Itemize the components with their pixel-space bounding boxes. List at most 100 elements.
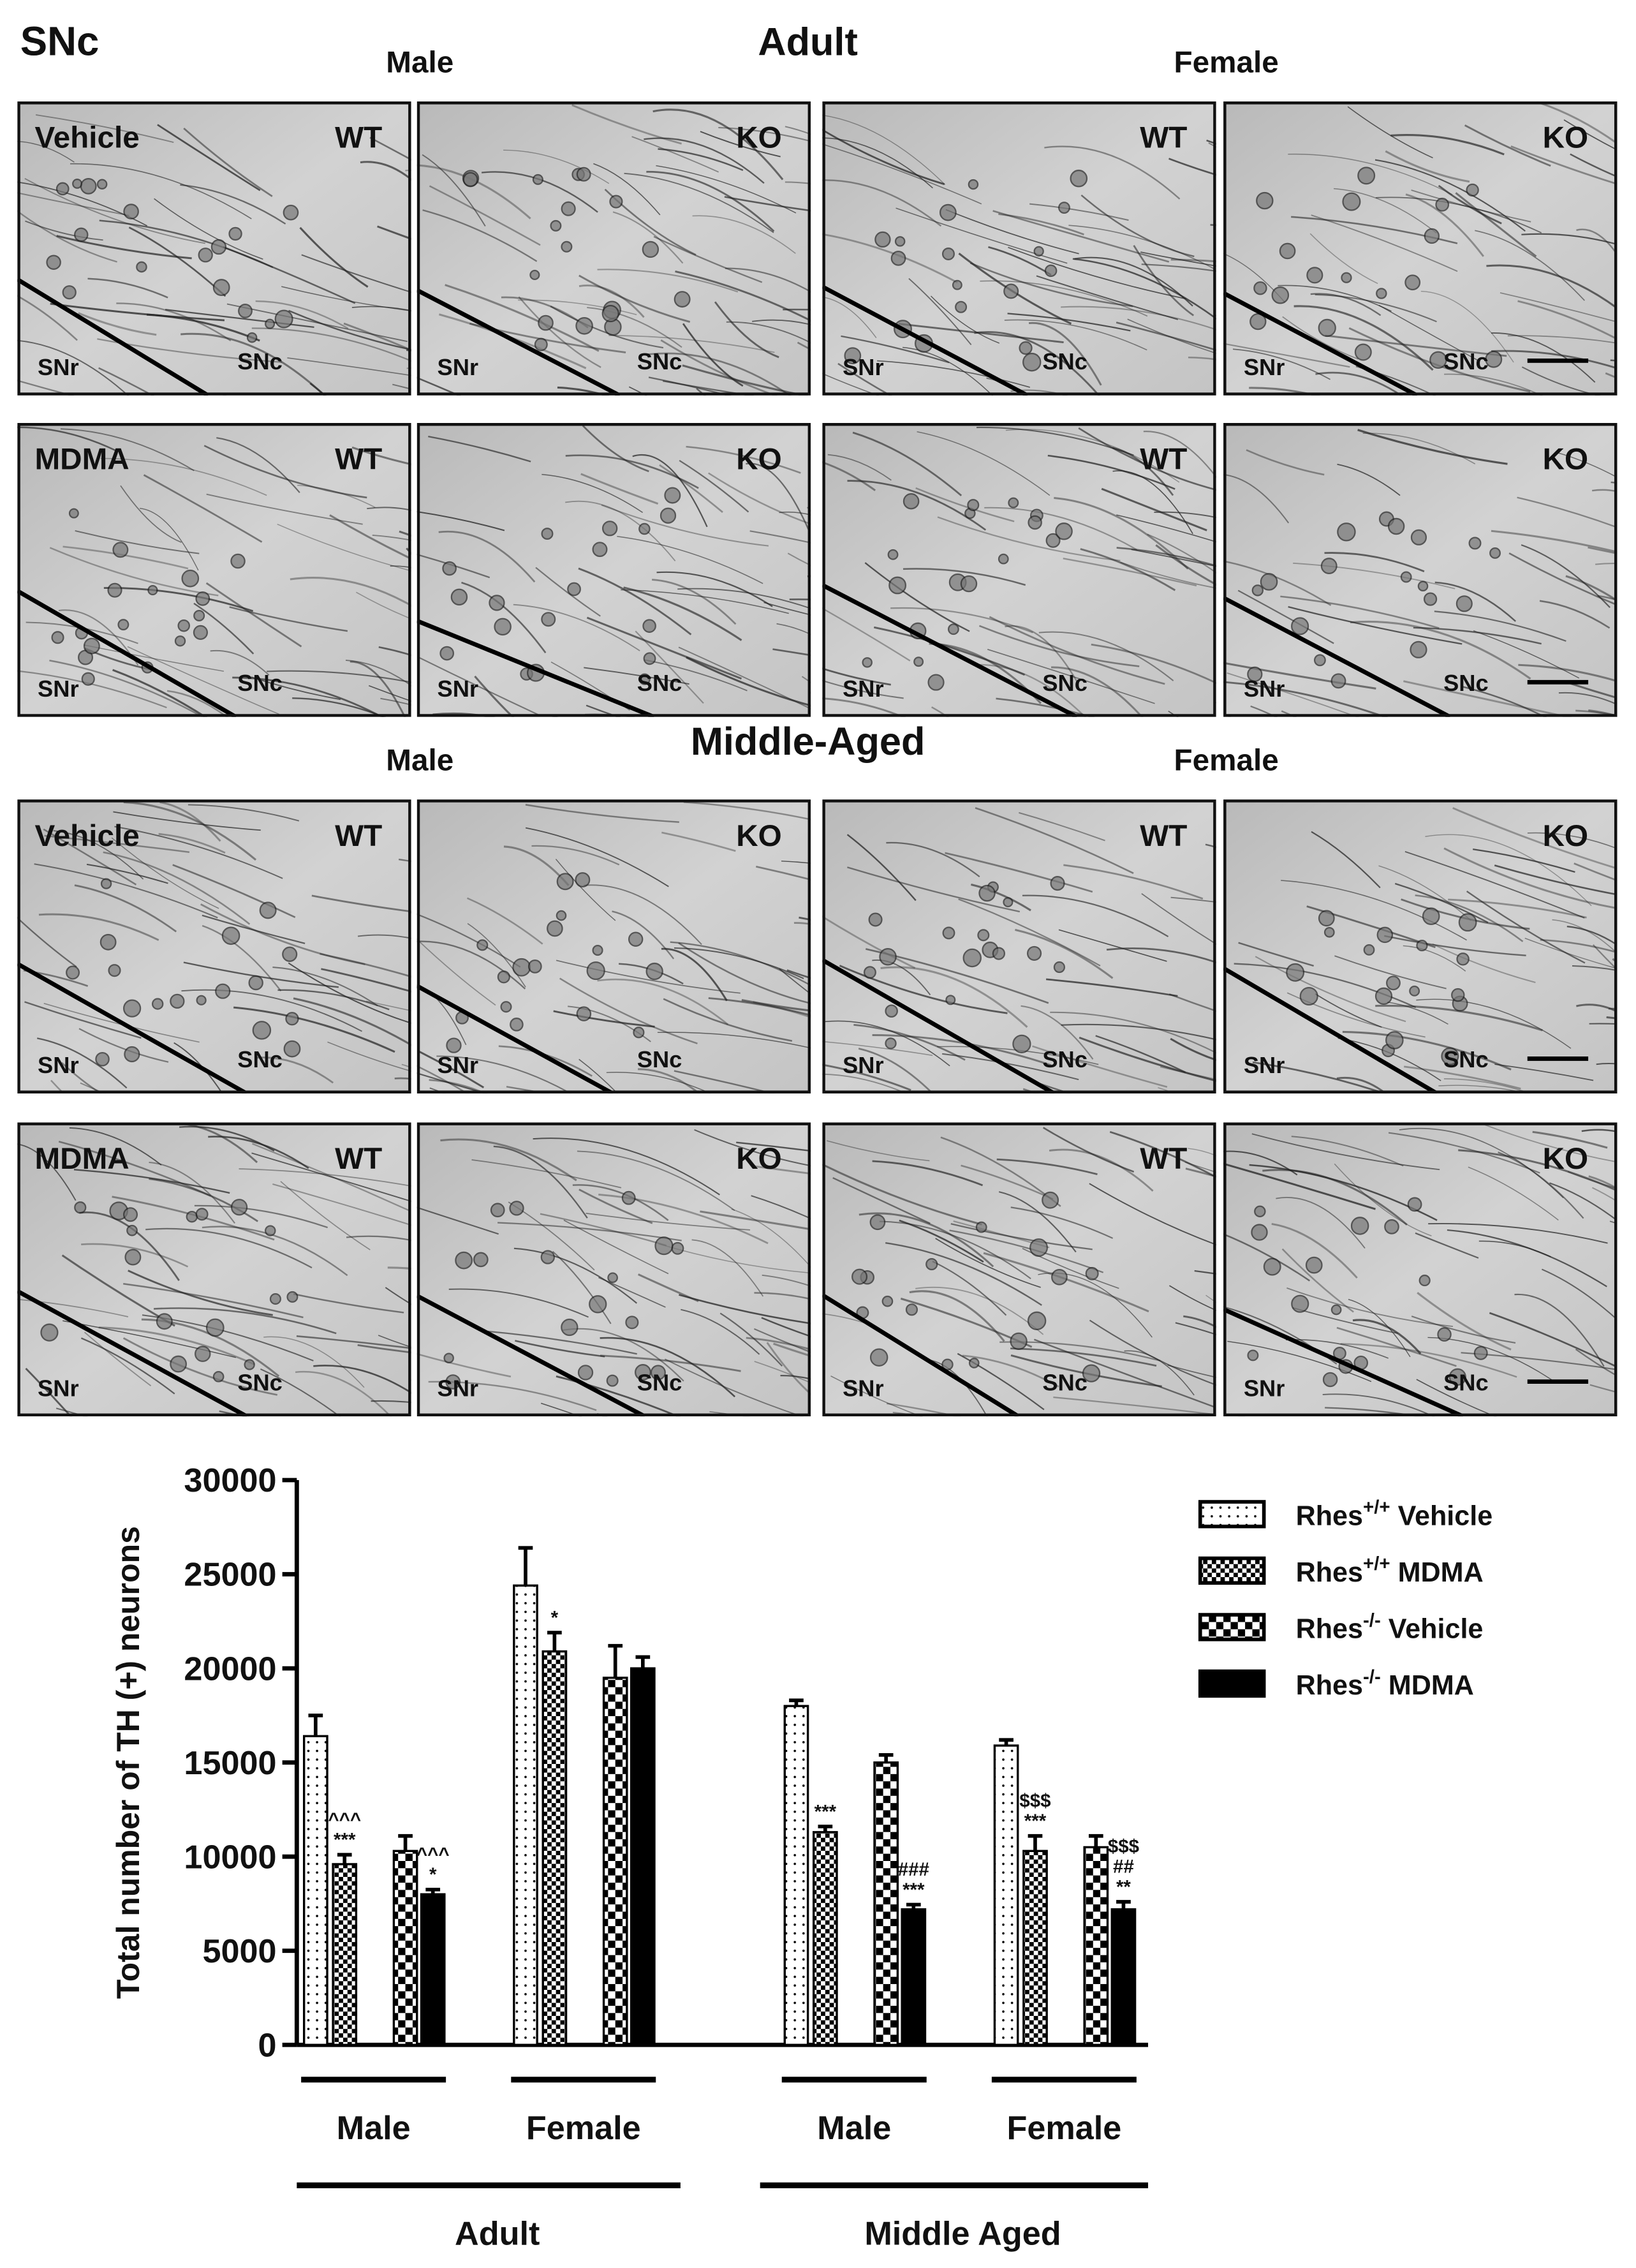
fiber <box>1491 332 1596 383</box>
micrograph <box>17 799 411 1093</box>
panel-border <box>822 1122 1216 1417</box>
fiber <box>1558 692 1618 706</box>
fiber <box>1251 1133 1440 1171</box>
error-bar <box>635 1655 651 1669</box>
cell <box>186 1210 198 1223</box>
fiber <box>661 947 728 1002</box>
cell <box>1271 286 1290 304</box>
fiber <box>103 851 251 925</box>
fiber <box>658 148 744 172</box>
fiber <box>1004 319 1147 351</box>
fiber <box>1517 300 1618 341</box>
fiber <box>678 646 811 710</box>
cell <box>112 542 129 558</box>
fiber <box>858 1048 934 1093</box>
cell <box>1410 529 1427 545</box>
fiber <box>154 1307 337 1335</box>
fiber <box>1063 558 1197 587</box>
fiber <box>1394 882 1489 924</box>
fiber <box>533 1138 720 1196</box>
fiber <box>290 577 411 607</box>
region-label: SNr <box>1244 1052 1285 1078</box>
fiber <box>345 659 411 686</box>
cell <box>576 1006 592 1021</box>
fiber <box>1167 1364 1216 1378</box>
fiber <box>436 1055 572 1093</box>
error-bar <box>818 1825 833 1832</box>
tissue <box>822 422 1216 717</box>
cell <box>122 999 142 1018</box>
fiber <box>822 137 933 189</box>
genotype-label: WT <box>1140 819 1187 853</box>
fiber <box>754 1292 811 1300</box>
fiber <box>931 706 949 717</box>
micrograph <box>416 101 811 396</box>
sex-label: Female <box>1174 744 1278 778</box>
fiber <box>1168 993 1216 1012</box>
cell <box>529 269 540 280</box>
region-label: SNc <box>637 1369 682 1395</box>
fiber <box>1079 1037 1216 1082</box>
cell <box>1387 517 1405 535</box>
x-tick-label: Male <box>817 2110 891 2147</box>
micrograph <box>1223 1122 1618 1417</box>
cell <box>887 549 899 560</box>
cell <box>863 966 876 979</box>
fiber <box>1063 864 1204 900</box>
region-label: SNr <box>38 676 79 702</box>
genotype-label: WT <box>1140 443 1187 477</box>
cell <box>1003 283 1019 299</box>
bar <box>993 1744 1019 2046</box>
cell <box>1256 191 1274 210</box>
region-label: SNc <box>237 348 283 374</box>
region-label: SNr <box>438 676 479 702</box>
fiber <box>74 884 177 933</box>
fiber <box>1552 919 1618 954</box>
fiber <box>1434 581 1517 622</box>
fiber <box>915 487 1015 523</box>
cell <box>246 332 258 343</box>
cell <box>1314 654 1326 667</box>
fiber <box>600 1354 741 1372</box>
y-axis-label: Total number of TH (+) neurons <box>110 1526 146 1999</box>
fiber <box>17 1298 129 1317</box>
cell <box>925 1258 938 1271</box>
micrograph <box>416 1122 811 1417</box>
fiber <box>1463 686 1547 717</box>
panel-border <box>416 422 811 717</box>
cell <box>1357 167 1376 185</box>
significance-label: ## <box>1113 1857 1134 1878</box>
fiber <box>513 604 640 651</box>
cell <box>455 1251 473 1270</box>
fiber <box>1473 848 1575 873</box>
cell <box>913 656 924 667</box>
cell <box>1010 1332 1028 1351</box>
fiber <box>830 1375 922 1417</box>
y-tick-label: 25000 <box>184 1557 276 1594</box>
fiber <box>58 1141 211 1197</box>
cell <box>885 1004 898 1018</box>
genotype-label: WT <box>335 443 382 477</box>
fiber <box>267 670 411 683</box>
error-bar <box>608 1643 623 1678</box>
fiber <box>203 445 367 499</box>
cell <box>862 657 873 668</box>
cell <box>286 1291 298 1303</box>
fiber <box>822 1064 911 1092</box>
fiber <box>656 571 773 607</box>
fiber <box>1357 429 1508 465</box>
fiber <box>416 553 490 579</box>
cell <box>638 523 651 535</box>
fiber <box>1246 449 1325 476</box>
cell <box>443 1353 454 1363</box>
cell <box>174 635 186 647</box>
cell <box>941 1358 954 1371</box>
fiber <box>1170 896 1216 903</box>
fiber <box>251 676 341 700</box>
cell <box>1485 350 1503 368</box>
cell <box>955 300 968 313</box>
fiber <box>17 192 129 216</box>
fiber <box>1415 1232 1479 1259</box>
fiber <box>1334 1163 1432 1236</box>
fiber <box>1416 998 1572 1049</box>
